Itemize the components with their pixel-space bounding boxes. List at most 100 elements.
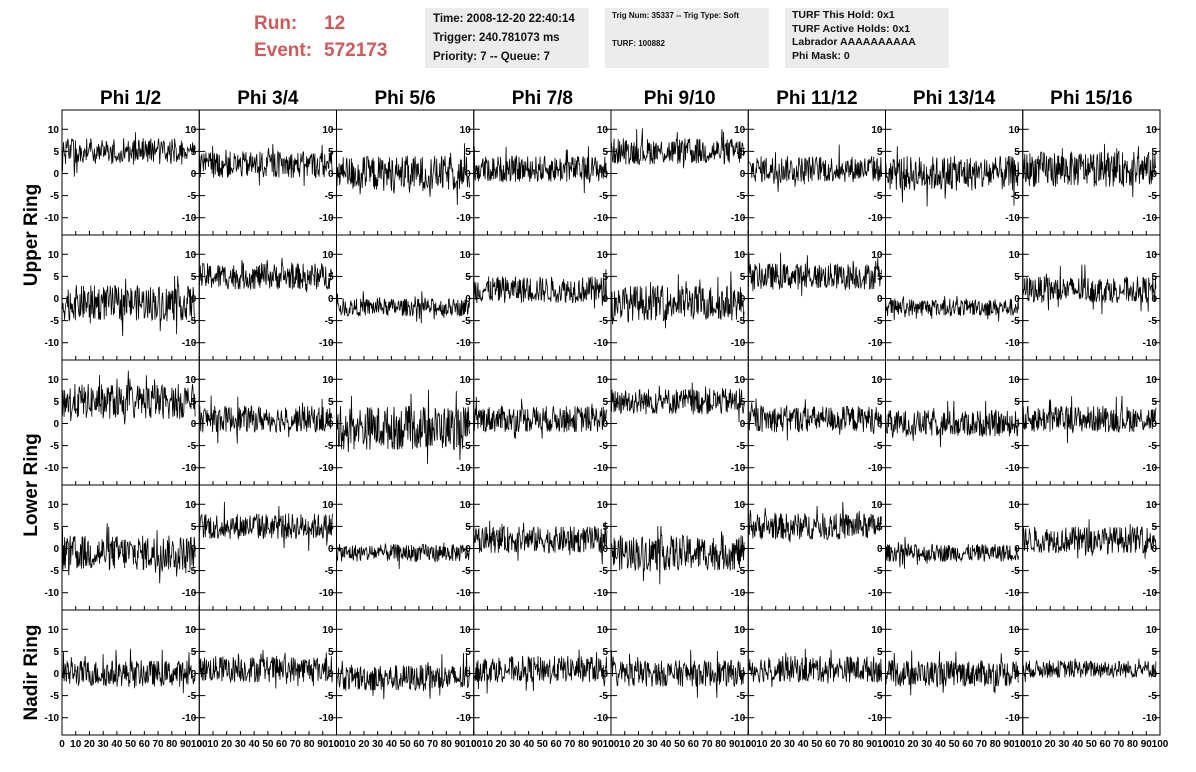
turf-hold-text: TURF This Hold: 0x1 — [792, 9, 895, 21]
y-tick-label: -10 — [1143, 338, 1158, 349]
x-tick-label: 10 — [345, 739, 357, 750]
waveform-panel — [747, 109, 886, 236]
y-tick-label: 10 — [48, 375, 60, 386]
y-tick-label: 0 — [1014, 544, 1020, 555]
y-tick-label: 5 — [53, 397, 59, 408]
y-tick-label: 10 — [185, 500, 197, 511]
y-tick-label: 5 — [877, 397, 883, 408]
y-tick-label: -10 — [319, 463, 334, 474]
y-tick-label: -10 — [1005, 338, 1020, 349]
y-tick-label: 5 — [191, 522, 197, 533]
y-tick-label: 5 — [1014, 522, 1020, 533]
waveform-trace — [610, 649, 745, 698]
x-tick-label: 50 — [1086, 739, 1098, 750]
waveform-trace — [336, 291, 470, 324]
x-tick-label: 20 — [358, 739, 370, 750]
y-tick-label: 0 — [53, 294, 59, 305]
waveform-trace — [198, 257, 333, 293]
x-tick-label: 20 — [496, 739, 508, 750]
x-tick-label: 50 — [125, 739, 137, 750]
y-tick-label: 0 — [740, 169, 746, 180]
y-tick-label: -10 — [319, 213, 334, 224]
x-tick-label: 90 — [317, 739, 329, 750]
x-tick-label: 10 — [619, 739, 631, 750]
y-tick-label: -5 — [50, 566, 59, 577]
y-tick-label: 5 — [328, 647, 334, 658]
event-value: 572173 — [324, 40, 388, 61]
y-tick-label: 10 — [1146, 500, 1158, 511]
y-tick-label: 10 — [1009, 375, 1021, 386]
column-title: Phi 1/2 — [100, 88, 161, 109]
y-tick-label: -5 — [736, 566, 745, 577]
x-tick-label: 50 — [674, 739, 686, 750]
x-tick-label: 80 — [1127, 739, 1139, 750]
y-tick-label: -10 — [456, 463, 471, 474]
x-tick-label: 50 — [811, 739, 823, 750]
y-tick-label: -10 — [731, 713, 746, 724]
waveform-panel — [747, 484, 886, 611]
run-label: Run: — [254, 13, 298, 34]
y-tick-label: -10 — [182, 463, 197, 474]
y-tick-label: -5 — [1011, 566, 1020, 577]
y-tick-label: -10 — [1143, 588, 1158, 599]
x-tick-label: 80 — [578, 739, 590, 750]
y-tick-label: 10 — [460, 625, 472, 636]
y-tick-label: -5 — [874, 191, 883, 202]
waveform-trace — [473, 396, 608, 439]
x-tick-label: 50 — [400, 739, 412, 750]
y-tick-label: -5 — [599, 191, 608, 202]
x-tick-label: 100 — [877, 739, 894, 750]
waveform-trace — [198, 649, 333, 689]
y-tick-label: -10 — [731, 213, 746, 224]
x-tick-label: 60 — [276, 739, 288, 750]
x-tick-label: 30 — [372, 739, 384, 750]
x-tick-label: 60 — [962, 739, 974, 750]
waveform-trace — [198, 143, 333, 187]
y-tick-label: 10 — [597, 375, 609, 386]
y-tick-label: 0 — [53, 544, 59, 555]
y-tick-label: -10 — [1005, 213, 1020, 224]
waveform-trace — [885, 536, 1019, 569]
y-tick-label: -5 — [462, 441, 471, 452]
y-tick-label: -10 — [1143, 213, 1158, 224]
y-tick-label: -10 — [1143, 463, 1158, 474]
y-tick-label: -10 — [868, 338, 883, 349]
x-tick-label: 80 — [990, 739, 1002, 750]
y-tick-label: -5 — [325, 441, 334, 452]
y-tick-label: -5 — [736, 191, 745, 202]
waveform-panel — [747, 609, 886, 736]
y-tick-label: -5 — [1148, 441, 1157, 452]
x-tick-label: 0 — [1020, 739, 1026, 750]
x-tick-label: 10 — [756, 739, 768, 750]
y-tick-label: -10 — [1005, 463, 1020, 474]
x-tick-label: 50 — [949, 739, 961, 750]
x-tick-label: 30 — [98, 739, 110, 750]
y-tick-label: 0 — [740, 544, 746, 555]
y-tick-label: 0 — [1014, 294, 1020, 305]
y-tick-label: 5 — [328, 397, 334, 408]
y-tick-label: -5 — [874, 441, 883, 452]
waveform-panel — [885, 234, 1024, 361]
y-tick-label: 10 — [322, 250, 334, 261]
labrador-text: Labrador AAAAAAAAAA — [792, 36, 916, 48]
y-tick-label: 10 — [48, 250, 60, 261]
y-tick-label: -5 — [462, 691, 471, 702]
x-tick-label: 30 — [235, 739, 247, 750]
phi-mask-text: Phi Mask: 0 — [792, 49, 850, 62]
y-tick-label: 0 — [328, 669, 334, 680]
y-tick-label: -5 — [1011, 441, 1020, 452]
x-tick-label: 100 — [465, 739, 482, 750]
y-tick-label: 5 — [191, 272, 197, 283]
ring-title: Upper Ring — [21, 184, 42, 286]
y-tick-label: 10 — [597, 125, 609, 136]
y-tick-label: -10 — [45, 588, 60, 599]
y-tick-label: 10 — [185, 125, 197, 136]
y-tick-label: -10 — [594, 463, 609, 474]
waveform-trace — [885, 650, 1019, 696]
y-tick-label: 5 — [53, 147, 59, 158]
waveform-panel — [747, 234, 886, 361]
y-tick-label: 0 — [328, 169, 334, 180]
y-tick-label: 10 — [1009, 500, 1021, 511]
run-row: Run: 12 — [254, 10, 387, 37]
y-tick-label: -10 — [456, 338, 471, 349]
